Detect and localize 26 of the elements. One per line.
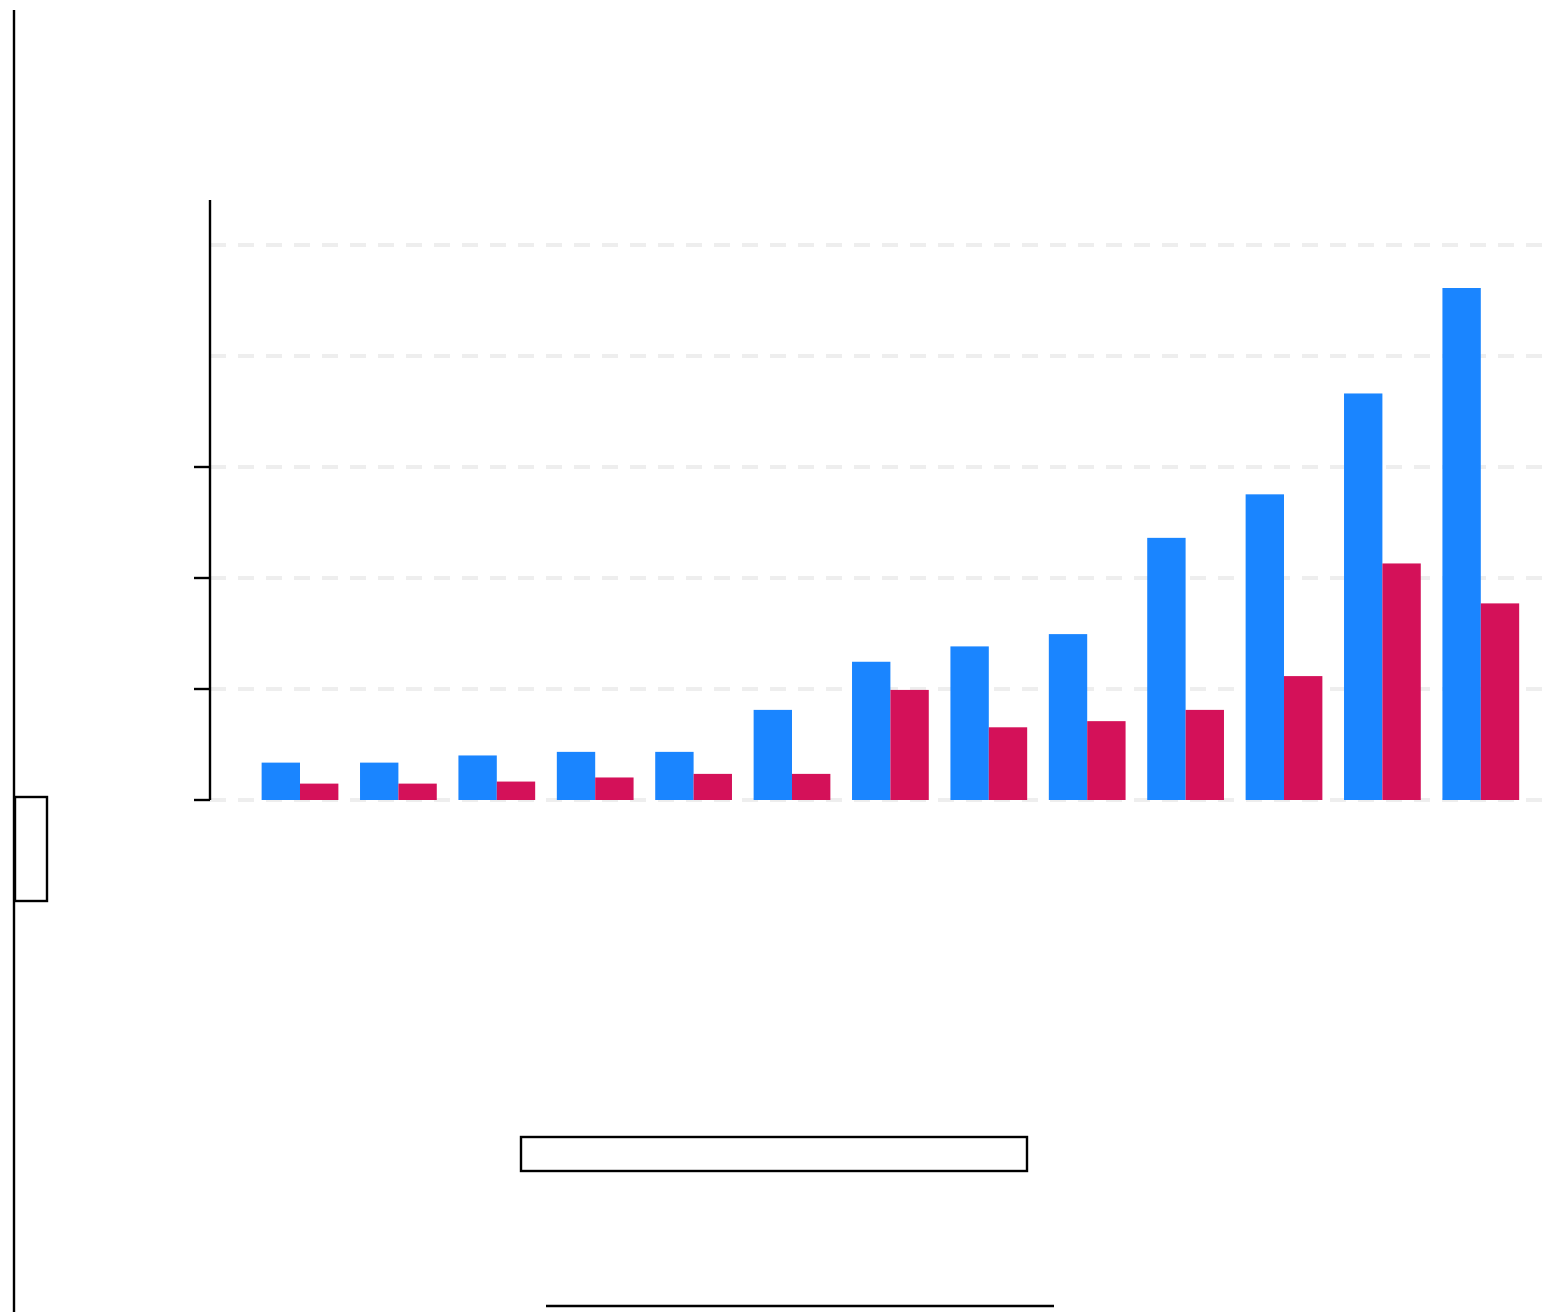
- bar: [792, 773, 831, 800]
- bar: [1048, 634, 1088, 800]
- bar: [300, 783, 339, 800]
- bar: [950, 646, 989, 800]
- bar: [595, 777, 634, 800]
- bar: [988, 727, 1028, 800]
- bar: [261, 762, 300, 800]
- bar: [1147, 537, 1186, 800]
- bar: [496, 781, 536, 800]
- bar: [556, 751, 596, 800]
- bar: [852, 661, 891, 800]
- bar: [1245, 494, 1284, 800]
- bar: [753, 709, 792, 800]
- bar: [458, 755, 497, 800]
- bar: [1344, 393, 1383, 800]
- bar: [1284, 676, 1323, 800]
- bar: [890, 689, 929, 800]
- bar: [693, 773, 732, 800]
- bar: [1480, 603, 1520, 800]
- bar: [360, 762, 399, 800]
- bar: [398, 783, 437, 800]
- bar: [1087, 721, 1126, 800]
- bar: [1442, 288, 1481, 800]
- bar: [1185, 709, 1224, 800]
- bar: [655, 751, 694, 800]
- bar: [1382, 563, 1421, 800]
